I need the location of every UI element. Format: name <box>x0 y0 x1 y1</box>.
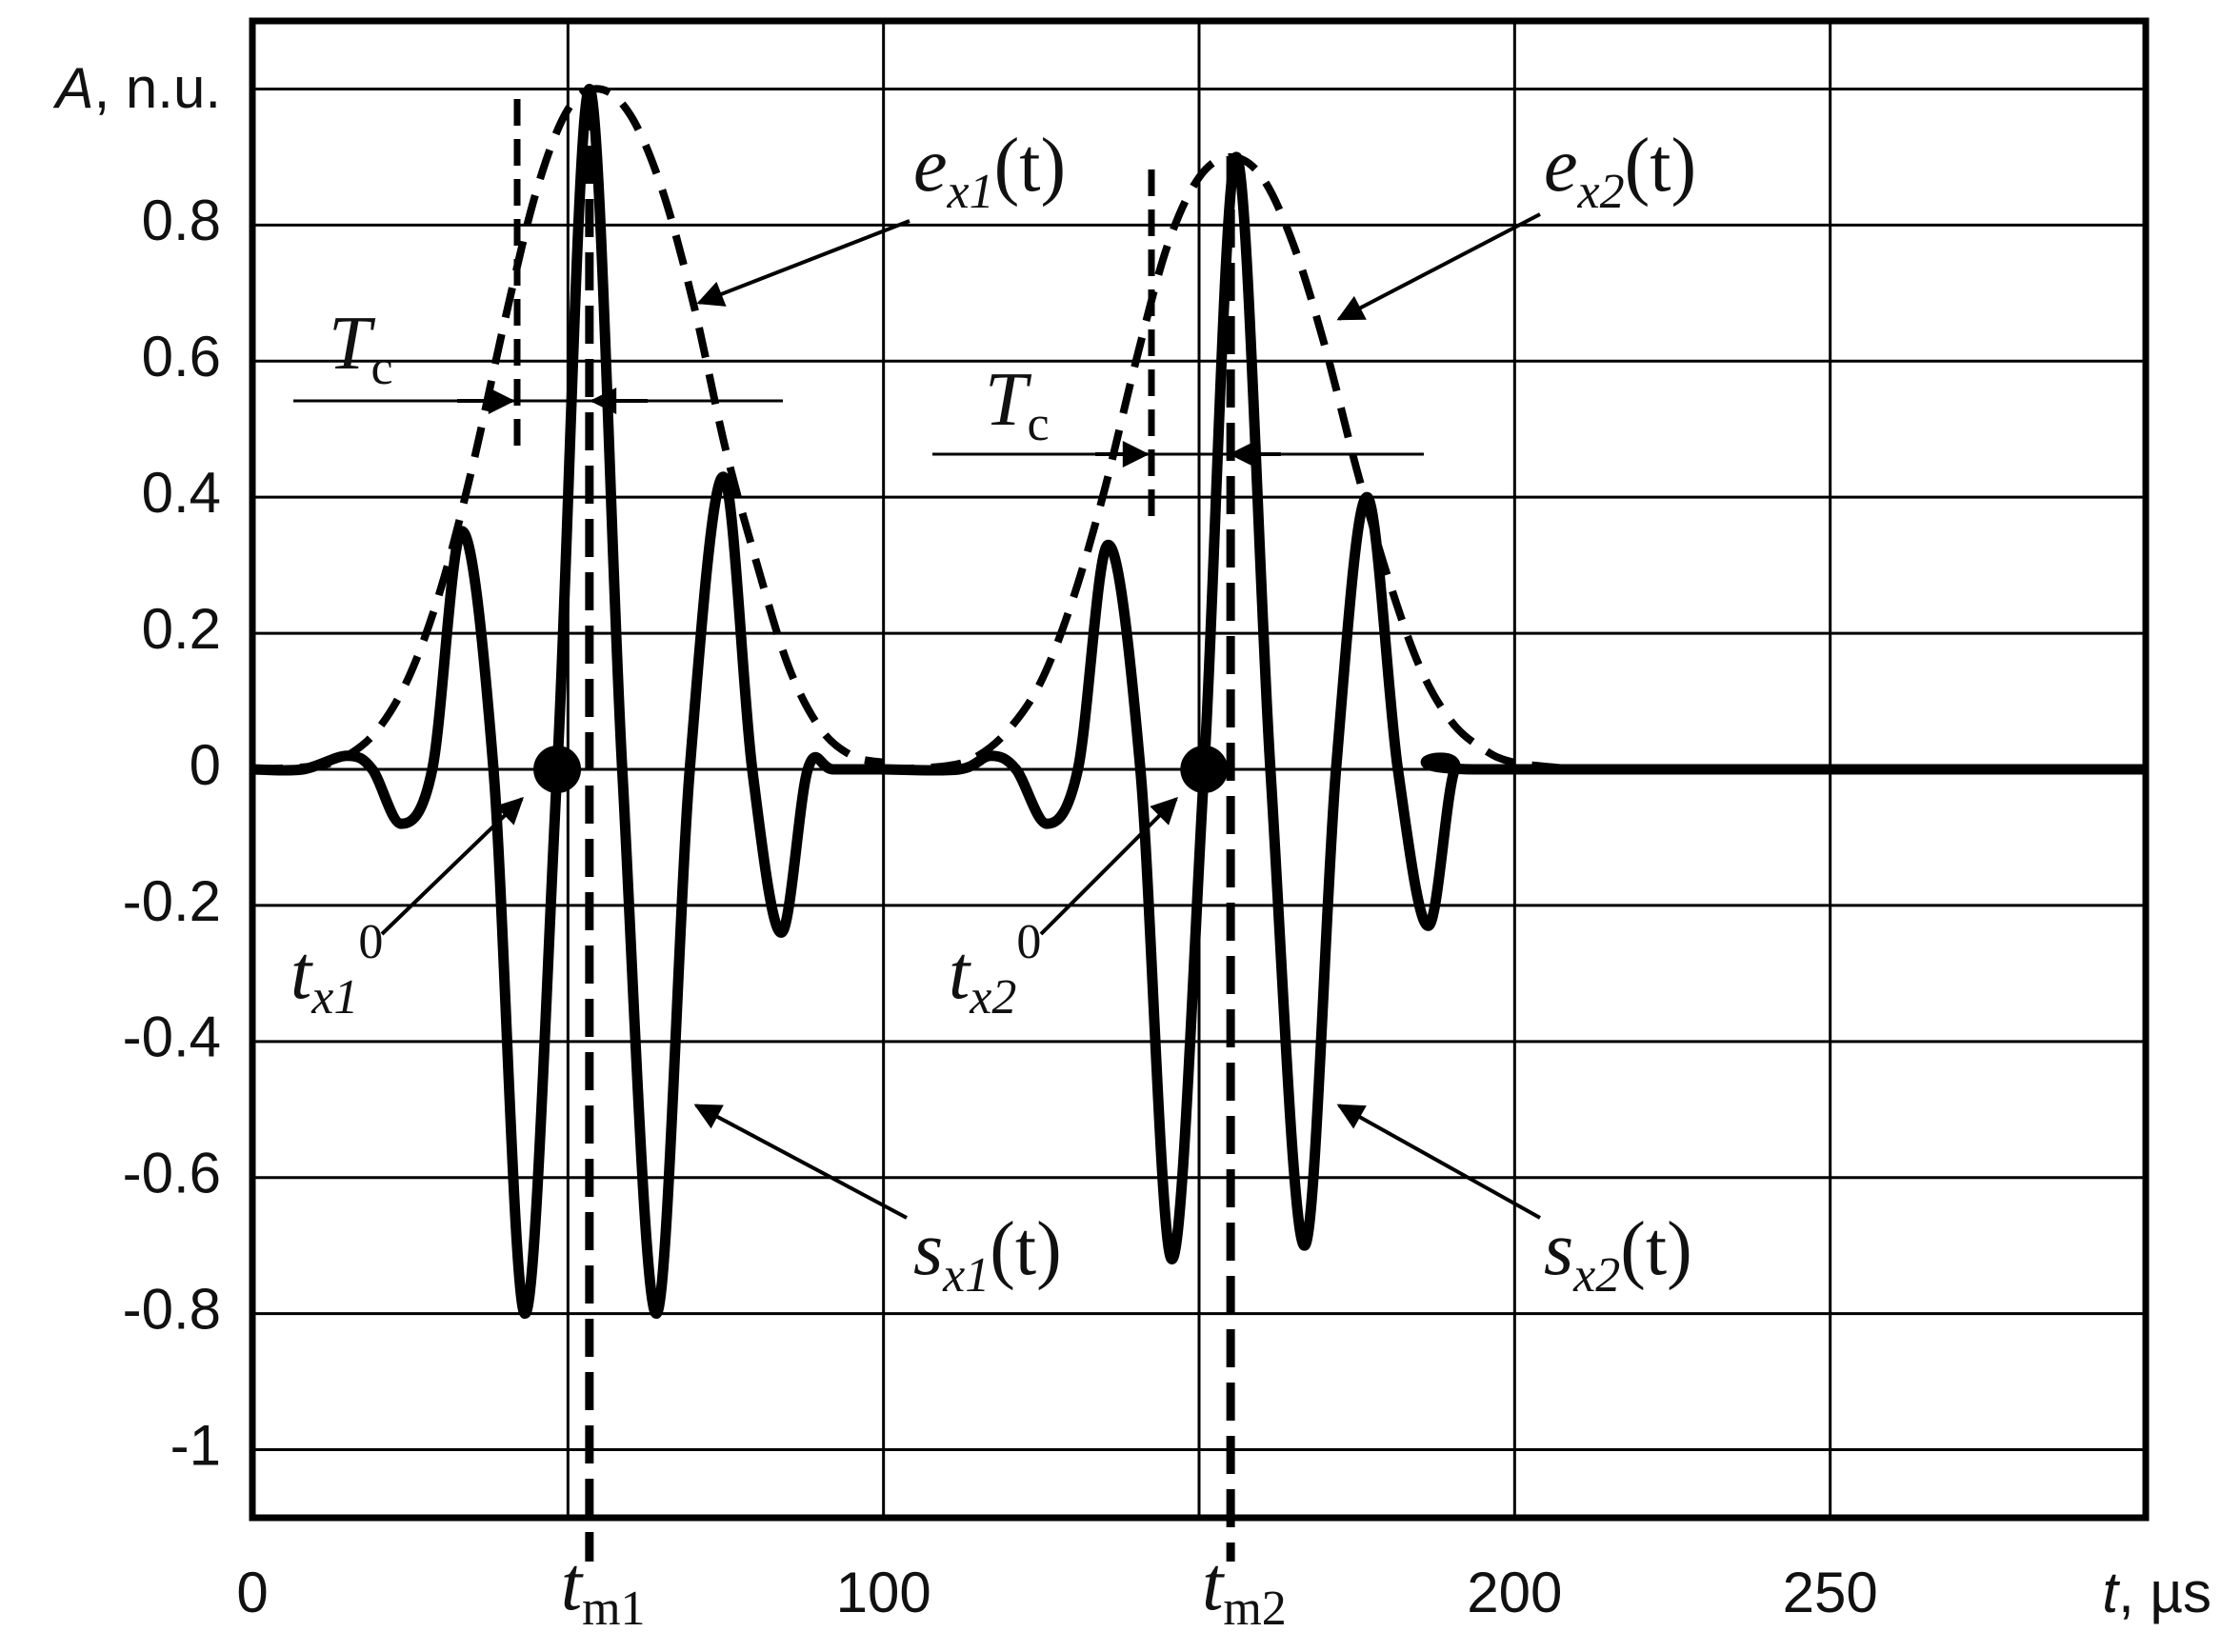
y-tick-label: -0.8 <box>123 1277 221 1341</box>
x-tick-label: 200 <box>1467 1561 1562 1624</box>
series-label-arg: (t) <box>994 124 1067 208</box>
label-arrow <box>696 219 910 307</box>
signal-line <box>883 151 2146 1264</box>
series-label: sx1(t) <box>913 1207 1062 1303</box>
y-tick-label: 0.8 <box>142 189 221 252</box>
x-tick-label: 100 <box>836 1561 931 1624</box>
x-axis-label-unit: , µs <box>2118 1561 2211 1624</box>
series-label-arg: (t) <box>1625 124 1697 208</box>
series-label-main: e <box>913 124 948 208</box>
y-tick-label: -0.2 <box>123 869 221 933</box>
peak-marker-label: tm2 <box>1202 1543 1287 1636</box>
label-arrow <box>1336 212 1541 321</box>
y-axis-label: A, n.u. <box>53 56 221 120</box>
series-label: ex2(t) <box>1544 124 1696 219</box>
y-axis-label-symbol: A <box>53 56 94 120</box>
label-arrow <box>693 1104 908 1220</box>
peak-marker-label: tm1 <box>561 1543 646 1636</box>
label-arrow <box>380 797 525 936</box>
tc-label-sub: c <box>371 341 393 395</box>
crossing-label: tx10 <box>290 915 383 1025</box>
tc-label-sub: c <box>1028 397 1050 451</box>
series-label-sub: x2 <box>1577 165 1625 219</box>
envelope-line <box>251 85 885 773</box>
crossing-label-sub: x1 <box>310 970 358 1025</box>
y-tick-label: 0.2 <box>142 597 221 661</box>
y-tick-label: -0.6 <box>123 1142 221 1205</box>
peak-marker-label-sub: m1 <box>582 1582 645 1636</box>
label-arrow <box>1039 797 1178 936</box>
series-label-sub: x1 <box>947 165 994 219</box>
x-tick-label: 0 <box>236 1561 268 1624</box>
tc-label: Tc <box>985 358 1050 451</box>
crossing-label: tx20 <box>949 915 1041 1025</box>
series-label: sx2(t) <box>1544 1207 1692 1303</box>
series-label-main: s <box>1544 1207 1573 1291</box>
zero-crossing-dot <box>1180 746 1229 793</box>
tc-label-main: T <box>985 358 1032 442</box>
y-tick-label: 0.4 <box>142 461 221 525</box>
series-label-arg: (t) <box>1620 1207 1692 1291</box>
x-axis-label: t, µs <box>2102 1561 2211 1624</box>
series-label-sub: x1 <box>942 1248 990 1303</box>
crossing-label-sup: 0 <box>358 915 383 969</box>
series-label-sub: x2 <box>1572 1248 1620 1303</box>
tc-label: Tc <box>329 302 393 395</box>
peak-marker-label-main: t <box>561 1543 584 1626</box>
series-label-main: e <box>1544 124 1578 208</box>
x-axis-label-symbol: t <box>2102 1561 2120 1624</box>
tc-label-main: T <box>329 302 376 386</box>
zero-crossing-dot <box>533 746 582 793</box>
crossing-label-sub: x2 <box>969 970 1016 1025</box>
peak-marker-label-sub: m2 <box>1223 1582 1286 1636</box>
series-label-main: s <box>913 1207 943 1291</box>
series-label: ex1(t) <box>913 124 1066 219</box>
crossing-label-sup: 0 <box>1016 915 1041 969</box>
crossing-label-main: t <box>290 931 313 1015</box>
label-arrow <box>1336 1104 1541 1220</box>
peak-marker-label-main: t <box>1202 1543 1225 1626</box>
y-tick-label: -1 <box>170 1413 221 1477</box>
crossing-label-main: t <box>949 931 971 1015</box>
y-tick-label: 0 <box>190 733 221 797</box>
x-tick-label: 250 <box>1783 1561 1878 1624</box>
y-tick-label: 0.6 <box>142 325 221 388</box>
plot-frame <box>249 17 2150 1522</box>
y-tick-label: -0.4 <box>123 1005 221 1069</box>
series-label-arg: (t) <box>990 1207 1062 1291</box>
marks <box>251 83 2146 1562</box>
y-axis-label-unit: , n.u. <box>94 56 221 120</box>
